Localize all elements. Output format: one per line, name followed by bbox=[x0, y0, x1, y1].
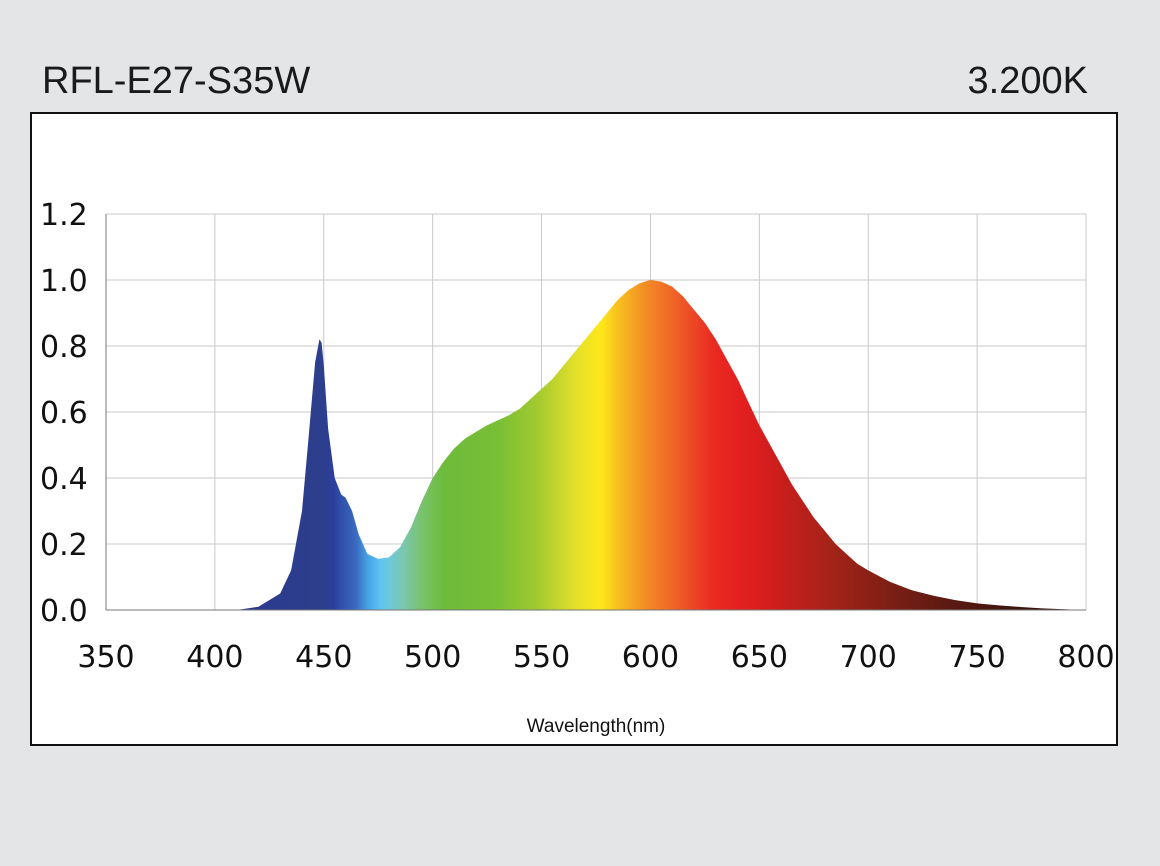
y-tick-label: 1.0 bbox=[40, 264, 88, 299]
x-tick-label: 450 bbox=[295, 640, 352, 675]
spectrum-area bbox=[106, 280, 1086, 610]
y-tick-label: 0.2 bbox=[40, 528, 88, 563]
y-tick-label: 0.8 bbox=[40, 330, 88, 365]
x-tick-label: 700 bbox=[840, 640, 897, 675]
x-axis-label: Wavelength(nm) bbox=[527, 716, 666, 737]
model-name: RFL-E27-S35W bbox=[42, 60, 311, 102]
x-tick-label: 550 bbox=[513, 640, 570, 675]
x-tick-label: 600 bbox=[622, 640, 679, 675]
x-tick-label: 650 bbox=[731, 640, 788, 675]
x-tick-label: 350 bbox=[77, 640, 134, 675]
chart-panel: 0.0 0.2 0.4 0.6 0.8 1.0 1.2 350 400 450 500 550 600… bbox=[30, 112, 1118, 746]
y-tick-label: 1.2 bbox=[40, 198, 88, 233]
spectrum-chart: 0.0 0.2 0.4 0.6 0.8 1.0 1.2 350 400 450 500 550 600… bbox=[40, 198, 1115, 737]
y-tick-label: 0.6 bbox=[40, 396, 88, 431]
x-tick-label: 400 bbox=[186, 640, 243, 675]
x-tick-labels: 350 400 450 500 550 600 650 700 750 800 bbox=[77, 640, 1114, 675]
x-tick-label: 800 bbox=[1057, 640, 1114, 675]
spectrum-series bbox=[106, 280, 1086, 610]
x-tick-label: 500 bbox=[404, 640, 461, 675]
y-tick-label: 0.4 bbox=[40, 462, 88, 497]
color-temperature: 3.200K bbox=[967, 60, 1088, 102]
x-tick-label: 750 bbox=[948, 640, 1005, 675]
y-tick-labels: 0.0 0.2 0.4 0.6 0.8 1.0 1.2 bbox=[40, 198, 88, 629]
y-tick-label: 0.0 bbox=[40, 594, 88, 629]
axes bbox=[105, 214, 1086, 611]
